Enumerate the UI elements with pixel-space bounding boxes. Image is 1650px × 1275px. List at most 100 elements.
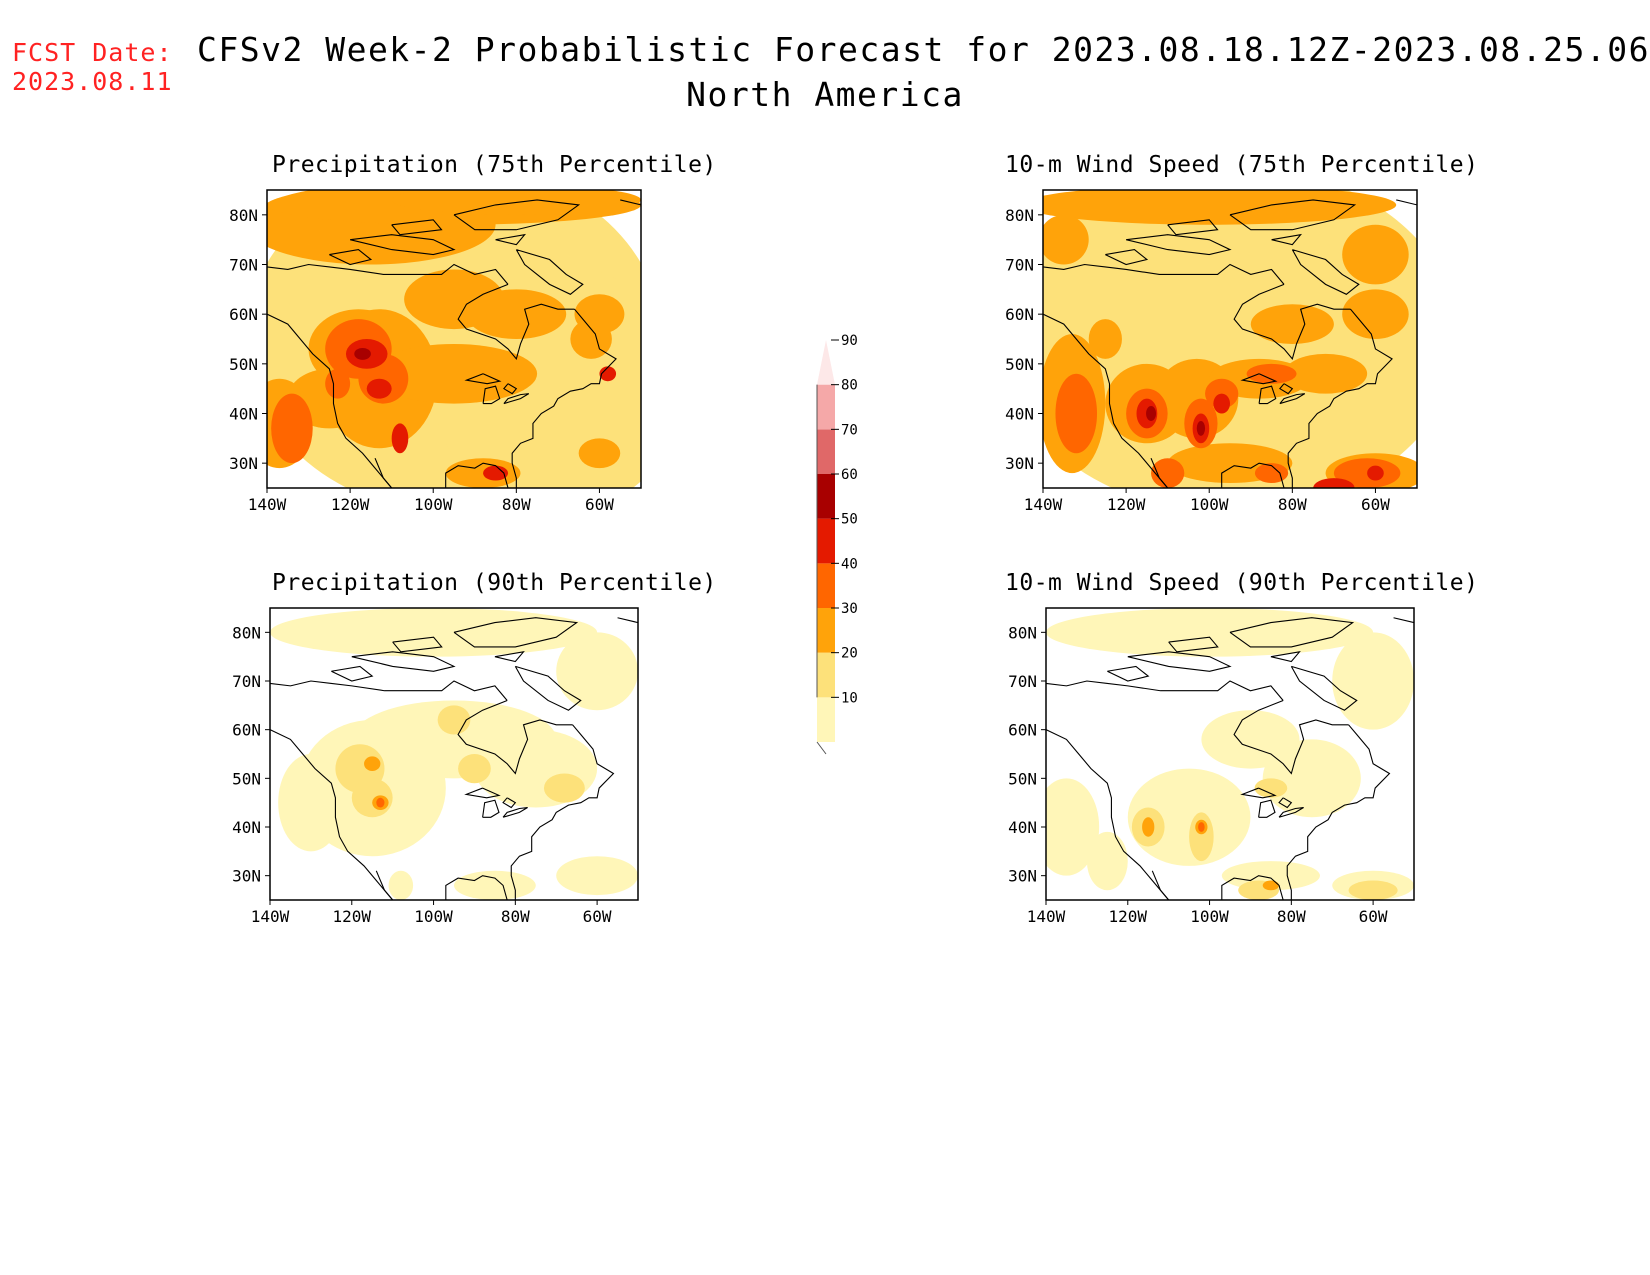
lat-tick-label: 30N bbox=[1008, 867, 1037, 886]
coastline bbox=[503, 393, 530, 405]
lon-tick-label: 60W bbox=[585, 495, 614, 514]
probability-contour bbox=[1046, 608, 1374, 657]
lon-tick-label: 80W bbox=[1278, 495, 1307, 514]
probability-contour bbox=[1046, 778, 1100, 876]
lon-tick-label: 120W bbox=[1107, 495, 1146, 514]
coastline bbox=[1127, 651, 1232, 672]
coastline bbox=[453, 199, 581, 231]
lat-tick-label: 50N bbox=[229, 355, 258, 374]
coastline bbox=[1279, 383, 1294, 395]
coastline bbox=[511, 308, 617, 488]
colorbar-label: 20 bbox=[841, 646, 858, 662]
probability-contour bbox=[1198, 822, 1205, 832]
coastline bbox=[1286, 724, 1391, 900]
probability-contour bbox=[364, 756, 381, 772]
lat-tick-label: 80N bbox=[232, 623, 261, 642]
lat-tick-label: 50N bbox=[232, 769, 261, 788]
coastline bbox=[464, 787, 501, 799]
map-wind-75: 80N 70N 60N 50N 40N 30N 140W 120W 100W 80W 60W bbox=[1005, 189, 1418, 514]
probability-contour bbox=[271, 393, 313, 464]
colorbar-swatch bbox=[817, 429, 835, 474]
lat-tick-label: 70N bbox=[1008, 672, 1037, 691]
colorbar-label: 70 bbox=[841, 422, 858, 438]
probability-contour bbox=[354, 347, 371, 360]
lat-tick-label: 70N bbox=[229, 256, 258, 275]
probability-contour bbox=[1196, 420, 1206, 436]
colorbar-label: 40 bbox=[841, 556, 858, 572]
lon-tick-label: 80W bbox=[501, 907, 530, 926]
lon-tick-label: 60W bbox=[1361, 495, 1390, 514]
probability-field bbox=[270, 608, 638, 900]
coastline bbox=[1043, 263, 1285, 285]
coastline bbox=[1221, 462, 1285, 488]
colorbar-label: 10 bbox=[841, 690, 858, 706]
coastlines bbox=[1046, 617, 1414, 900]
coastline bbox=[349, 234, 456, 256]
probability-field bbox=[1046, 608, 1414, 900]
coastline bbox=[1279, 393, 1306, 405]
main-title: CFSv2 Week-2 Probabilistic Forecast for … bbox=[197, 30, 1650, 69]
probability-contour bbox=[1043, 190, 1397, 225]
probability-contour bbox=[1246, 363, 1297, 384]
coastline bbox=[1290, 665, 1358, 711]
coastline bbox=[1046, 680, 1284, 701]
coastline bbox=[1150, 457, 1169, 488]
lat-tick-label: 70N bbox=[1005, 256, 1034, 275]
colorbar-label: 30 bbox=[841, 601, 858, 617]
lon-tick-label: 100W bbox=[1190, 495, 1229, 514]
probability-contour bbox=[1284, 353, 1368, 394]
probability-contour bbox=[1142, 817, 1155, 837]
coastline bbox=[351, 651, 456, 672]
coastline bbox=[1278, 797, 1293, 809]
lat-tick-label: 40N bbox=[1005, 405, 1034, 424]
map-frame bbox=[266, 189, 642, 489]
lat-tick-label: 80N bbox=[229, 206, 258, 225]
probability-contour bbox=[1205, 378, 1239, 409]
probability-contour bbox=[270, 608, 598, 657]
probability-contour bbox=[376, 797, 385, 808]
coastline bbox=[1221, 875, 1284, 900]
probability-contour bbox=[325, 368, 351, 399]
coastline bbox=[1271, 233, 1303, 246]
coastline bbox=[503, 383, 518, 395]
coastline bbox=[375, 870, 394, 900]
lon-tick-label: 120W bbox=[1109, 907, 1148, 926]
coastline bbox=[502, 797, 517, 809]
map-wind-90: 80N 70N 60N 50N 40N 30N 140W 120W 100W 80W 60W bbox=[1008, 607, 1415, 926]
coastline bbox=[392, 636, 443, 653]
coastline bbox=[1105, 249, 1149, 266]
panel-title-precip-75: Precipitation (75th Percentile) bbox=[272, 152, 717, 178]
probability-contour bbox=[1254, 778, 1288, 798]
coastline bbox=[1240, 373, 1278, 385]
coastline bbox=[1240, 787, 1277, 799]
lon-tick-label: 140W bbox=[1027, 907, 1066, 926]
coastline bbox=[1258, 799, 1276, 818]
probability-contour bbox=[543, 773, 585, 803]
lon-tick-label: 100W bbox=[414, 907, 453, 926]
lon-tick-label: 140W bbox=[248, 495, 287, 514]
map-frame bbox=[1042, 189, 1418, 489]
probability-contour bbox=[1333, 458, 1401, 488]
map-precip-75: 80N 70N 60N 50N 40N 30N 140W 120W 100W 80W 60W bbox=[229, 189, 642, 514]
coastline bbox=[1233, 699, 1349, 775]
colorbar-swatch bbox=[817, 474, 835, 519]
coastline bbox=[502, 806, 528, 818]
colorbar-swatch bbox=[817, 563, 835, 608]
lon-tick-label: 100W bbox=[1190, 907, 1229, 926]
probability-contour bbox=[1348, 880, 1398, 900]
map-frame bbox=[1045, 607, 1415, 901]
coastlines bbox=[1043, 199, 1417, 488]
lon-tick-label: 120W bbox=[331, 495, 370, 514]
coastline bbox=[329, 249, 373, 266]
probability-field bbox=[1043, 190, 1417, 488]
coastline bbox=[1258, 385, 1277, 405]
coastline bbox=[482, 385, 501, 405]
coastline bbox=[515, 249, 584, 295]
colorbar-label: 60 bbox=[841, 467, 858, 483]
coastline bbox=[267, 263, 509, 285]
coastline bbox=[1107, 665, 1150, 682]
lat-tick-label: 60N bbox=[1005, 305, 1034, 324]
coastline bbox=[1043, 313, 1169, 488]
colorbar-swatch bbox=[817, 384, 835, 430]
colorbar-swatch bbox=[817, 518, 835, 564]
